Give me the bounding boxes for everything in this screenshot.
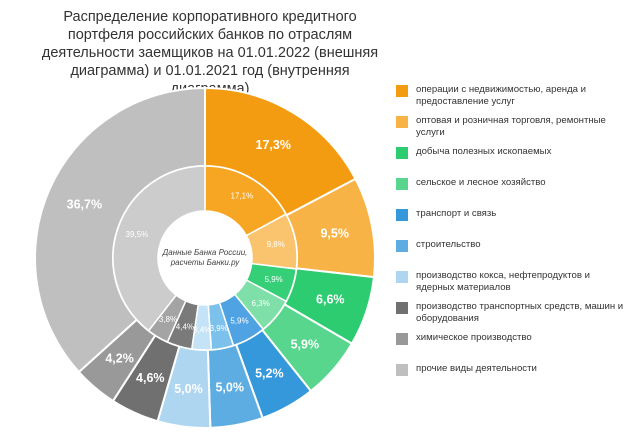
inner-label-5: 5,9% [230, 317, 248, 326]
legend-swatch [396, 240, 408, 252]
legend-item-8: производство транспортных средств, машин… [396, 301, 624, 325]
legend-item-6: строительство [396, 239, 624, 252]
outer-label-1: 17,3% [256, 138, 291, 152]
center-note: Данные Банка России, расчеты Банки.ру [162, 248, 248, 267]
inner-data-labels: 17,1%9,8%5,9%6,3%5,9%3,9%3,4%4,4%3,8%39,… [126, 192, 285, 335]
legend-label: транспорт и связь [416, 208, 497, 219]
outer-label-8: 4,6% [136, 371, 165, 385]
legend-swatch [396, 147, 408, 159]
legend-item-3: добыча полезных ископаемых [396, 146, 624, 159]
donut-chart: 17,3% 9,5% 6,6% 5,9% 5,2% 5,0% 5,0% 4,6%4,2% 36,… [34, 86, 376, 429]
legend-swatch [396, 209, 408, 221]
inner-label-1: 17,1% [231, 192, 254, 201]
inner-label-10: 39,5% [126, 230, 149, 239]
legend-swatch [396, 302, 408, 314]
outer-label-4: 5,9% [291, 337, 320, 351]
inner-label-7: 3,4% [193, 325, 211, 334]
outer-label-9: 4,2% [105, 352, 134, 366]
outer-label-3: 6,6% [316, 293, 345, 307]
outer-label-2: 9,5% [320, 227, 349, 241]
outer-label-5: 5,2% [255, 366, 284, 380]
legend-item-10: прочие виды деятельности [396, 363, 624, 376]
legend-swatch [396, 178, 408, 190]
legend-label: добыча полезных ископаемых [416, 146, 552, 157]
inner-ring-2021 [112, 165, 298, 351]
inner-label-6: 3,9% [210, 324, 228, 333]
legend-item-1: операции с недвижимостью, аренда и предо… [396, 84, 624, 108]
legend-label: производство транспортных средств, машин… [416, 301, 624, 324]
inner-label-8: 4,4% [176, 323, 194, 332]
legend-item-4: сельское и лесное хозяйство [396, 177, 624, 190]
inner-label-2: 9,8% [267, 240, 285, 249]
legend-item-2: оптовая и розничная торговля, ремонтные … [396, 115, 624, 139]
chart-title: Распределение корпоративного кредитного … [41, 9, 379, 97]
legend-label: операции с недвижимостью, аренда и предо… [416, 84, 587, 107]
inner-label-3: 5,9% [265, 275, 283, 284]
legend-swatch [396, 271, 408, 283]
legend-swatch [396, 333, 408, 345]
legend-swatch [396, 85, 408, 97]
legend-label: химическое производство [416, 332, 532, 343]
legend-label: строительство [416, 239, 481, 250]
legend-item-7: производство кокса, нефтепродуктов и яде… [396, 270, 624, 294]
inner-slice-10 [112, 165, 206, 332]
legend-swatch [396, 364, 408, 376]
inner-label-9: 3,8% [159, 315, 177, 324]
outer-label-7: 5,0% [174, 382, 203, 396]
legend-label: производство кокса, нефтепродуктов и яде… [416, 270, 590, 293]
outer-label-6: 5,0% [215, 381, 244, 395]
legend-label: сельское и лесное хозяйство [416, 177, 546, 188]
outer-data-labels: 17,3% 9,5% 6,6% 5,9% 5,2% 5,0% 5,0% 4,6%4,2% 36,… [67, 138, 349, 396]
legend-item-5: транспорт и связь [396, 208, 624, 221]
legend-label: оптовая и розничная торговля, ремонтные … [416, 115, 606, 138]
legend-swatch [396, 116, 408, 128]
inner-label-4: 6,3% [252, 299, 270, 308]
legend-label: прочие виды деятельности [416, 363, 537, 374]
legend-item-9: химическое производство [396, 332, 624, 345]
outer-label-10: 36,7% [67, 197, 102, 211]
